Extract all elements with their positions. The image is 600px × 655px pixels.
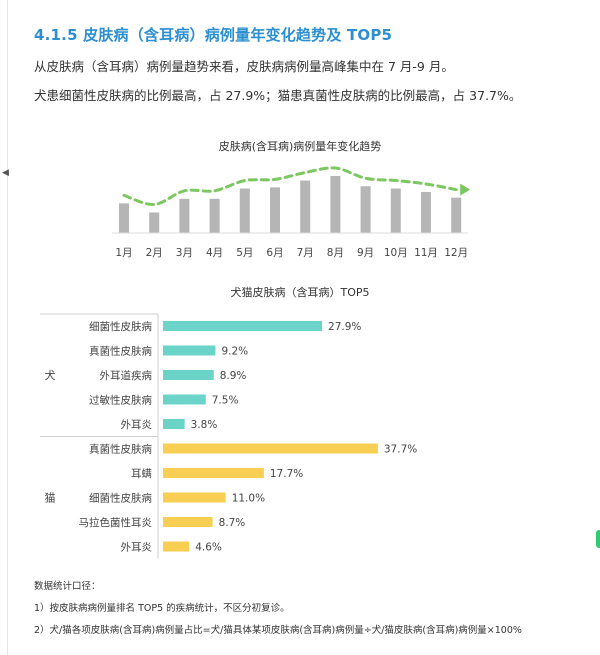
month-tick-label: 2月	[146, 247, 163, 259]
top5-bar	[163, 394, 206, 405]
trend-bar	[179, 198, 190, 233]
trend-bar	[421, 191, 431, 233]
page-edge	[7, 0, 8, 655]
category-label: 过敏性皮肤病	[89, 394, 152, 407]
top5-bar	[163, 345, 216, 356]
month-tick-label: 5月	[236, 247, 253, 259]
top5-bar	[163, 321, 323, 331]
trend-chart-title: 皮肤病(含耳病)病例量年变化趋势	[218, 140, 382, 153]
value-label: 7.5%	[212, 395, 239, 407]
trend-bar	[390, 188, 401, 233]
month-tick-label: 11月	[414, 247, 438, 259]
top5-chart-title: 犬猫皮肤病（含耳病）TOP5	[230, 286, 370, 299]
trend-line	[122, 166, 458, 206]
value-label: 17.7%	[270, 468, 303, 480]
category-label: 马拉色菌性耳炎	[79, 516, 153, 529]
group-label: 猫	[45, 492, 56, 505]
top5-bar	[163, 492, 226, 503]
value-label: 9.2%	[221, 346, 248, 358]
side-handle[interactable]	[596, 530, 600, 548]
value-label: 8.9%	[220, 370, 247, 382]
value-label: 3.8%	[191, 419, 218, 431]
trend-bar	[360, 186, 371, 233]
trend-bar	[149, 212, 160, 233]
trend-bar	[119, 203, 129, 233]
top5-bar	[163, 468, 264, 478]
category-label: 细菌性皮肤病	[89, 320, 152, 333]
trend-arrow-icon	[460, 183, 471, 196]
value-label: 11.0%	[232, 493, 265, 505]
value-label: 27.9%	[328, 321, 361, 333]
trend-bar	[270, 187, 280, 233]
month-tick-label: 10月	[384, 247, 408, 259]
category-label: 真菌性皮肤病	[89, 345, 152, 358]
category-label: 细菌性皮肤病	[89, 492, 152, 505]
trend-chart: 1月 2月 3月 4月 5月 6月 7月 8月 9月 10月 11月 12月	[112, 166, 471, 259]
trend-bar	[239, 188, 250, 233]
footer-note-1: 1）按皮肤病病例量排名 TOP5 的疾病统计，不区分初复诊。	[34, 603, 290, 614]
summary-paragraph-1: 从皮肤病（含耳病）病例量趋势来看，皮肤病病例量高峰集中在 7 月-9 月。	[34, 59, 454, 74]
trend-bar	[209, 198, 220, 233]
month-tick-label: 6月	[266, 247, 283, 259]
summary-paragraph-2: 犬患细菌性皮肤病的比例最高，占 27.9%；猫患真菌性皮肤病的比例最高，占 37…	[34, 88, 522, 103]
collapse-arrow-icon[interactable]: ◀	[2, 168, 9, 178]
month-tick-label: 3月	[176, 247, 193, 259]
category-label: 外耳炎	[121, 419, 153, 431]
category-label: 外耳道疾病	[100, 369, 153, 382]
trend-bar	[300, 180, 311, 233]
value-label: 8.7%	[219, 517, 246, 529]
group-label: 犬	[45, 368, 56, 382]
category-label: 耳螨	[131, 468, 152, 480]
category-label: 真菌性皮肤病	[89, 443, 152, 456]
trend-bar	[330, 176, 341, 233]
top5-bar	[163, 443, 378, 454]
month-tick-label: 8月	[327, 247, 344, 259]
top5-bar	[163, 517, 213, 527]
top5-bar	[163, 419, 185, 429]
month-tick-label: 1月	[115, 247, 132, 259]
value-label: 4.6%	[195, 542, 222, 554]
top5-bar	[163, 370, 214, 380]
value-label: 37.7%	[384, 444, 417, 456]
section-title: 4.1.5 皮肤病（含耳病）病例量年变化趋势及 TOP5	[34, 26, 393, 44]
month-tick-label: 12月	[444, 247, 468, 259]
footer-heading: 数据统计口径：	[34, 581, 101, 592]
trend-bar	[451, 197, 462, 233]
month-tick-label: 9月	[357, 247, 374, 259]
category-label: 外耳炎	[121, 542, 153, 554]
month-tick-label: 4月	[206, 247, 223, 259]
top5-bar	[163, 541, 190, 552]
month-tick-label: 7月	[297, 247, 314, 259]
footer-note-2: 2）犬/猫各项皮肤病(含耳病)病例量占比=犬/猫具体某项皮肤病(含耳病)病例量÷…	[34, 625, 522, 636]
